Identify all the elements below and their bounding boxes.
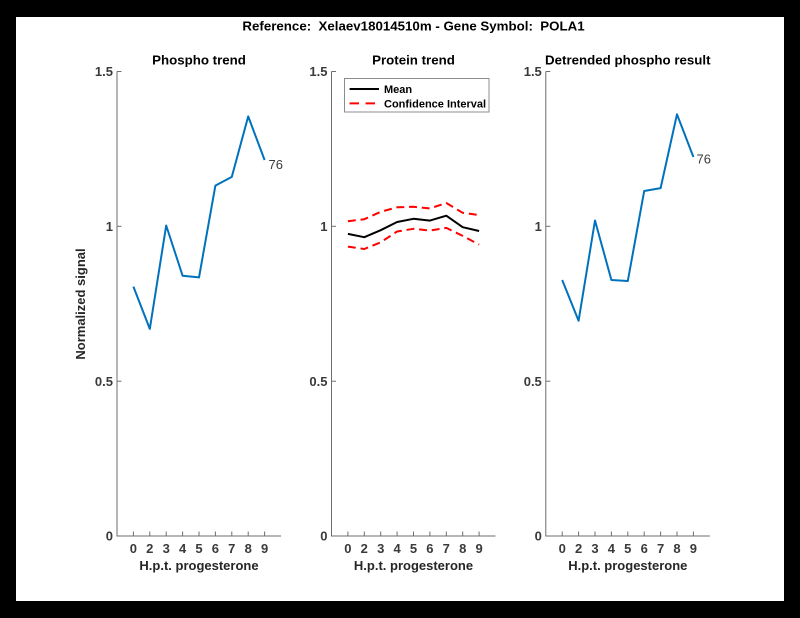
svg-text:7: 7 — [657, 541, 664, 556]
svg-text:4: 4 — [393, 541, 401, 556]
svg-text:1: 1 — [106, 219, 113, 234]
svg-text:1: 1 — [320, 219, 327, 234]
svg-text:0.5: 0.5 — [524, 374, 542, 389]
svg-text:76: 76 — [697, 151, 711, 166]
svg-text:0: 0 — [559, 541, 566, 556]
svg-text:8: 8 — [245, 541, 252, 556]
svg-text:6: 6 — [641, 541, 648, 556]
svg-text:H.p.t. progesterone: H.p.t. progesterone — [139, 558, 258, 573]
svg-text:3: 3 — [163, 541, 170, 556]
svg-text:2: 2 — [146, 541, 153, 556]
svg-text:0: 0 — [344, 541, 351, 556]
svg-text:8: 8 — [459, 541, 466, 556]
svg-text:5: 5 — [624, 541, 631, 556]
svg-text:Normalized signal: Normalized signal — [73, 248, 88, 359]
svg-text:9: 9 — [261, 541, 268, 556]
svg-text:9: 9 — [475, 541, 482, 556]
svg-text:4: 4 — [179, 541, 187, 556]
svg-text:0.5: 0.5 — [309, 374, 327, 389]
svg-text:1: 1 — [535, 219, 542, 234]
svg-text:Mean: Mean — [384, 84, 412, 96]
svg-text:4: 4 — [608, 541, 616, 556]
svg-text:3: 3 — [591, 541, 598, 556]
svg-text:3: 3 — [377, 541, 384, 556]
svg-text:H.p.t. progesterone: H.p.t. progesterone — [354, 558, 473, 573]
svg-text:H.p.t. progesterone: H.p.t. progesterone — [568, 558, 687, 573]
svg-text:0.5: 0.5 — [95, 374, 113, 389]
svg-text:0: 0 — [130, 541, 137, 556]
svg-text:2: 2 — [361, 541, 368, 556]
svg-text:Protein trend: Protein trend — [372, 52, 455, 67]
svg-text:9: 9 — [690, 541, 697, 556]
svg-text:8: 8 — [673, 541, 680, 556]
svg-text:76: 76 — [269, 157, 283, 172]
svg-text:Detrended phospho result: Detrended phospho result — [545, 52, 711, 67]
svg-text:5: 5 — [195, 541, 202, 556]
svg-text:6: 6 — [212, 541, 219, 556]
svg-text:Reference: Xelaev18014510m -: Reference: Xelaev18014510m - Gene Symbol… — [242, 19, 585, 34]
svg-text:1.5: 1.5 — [95, 64, 113, 79]
svg-text:5: 5 — [410, 541, 417, 556]
svg-text:1.5: 1.5 — [524, 64, 542, 79]
svg-text:6: 6 — [426, 541, 433, 556]
svg-text:0: 0 — [106, 529, 113, 544]
svg-text:0: 0 — [535, 529, 542, 544]
svg-text:2: 2 — [575, 541, 582, 556]
svg-text:7: 7 — [443, 541, 450, 556]
svg-text:7: 7 — [228, 541, 235, 556]
svg-text:1.5: 1.5 — [309, 64, 327, 79]
svg-text:Phospho trend: Phospho trend — [152, 52, 246, 67]
svg-text:0: 0 — [320, 529, 327, 544]
svg-text:Confidence Interval: Confidence Interval — [384, 98, 486, 110]
